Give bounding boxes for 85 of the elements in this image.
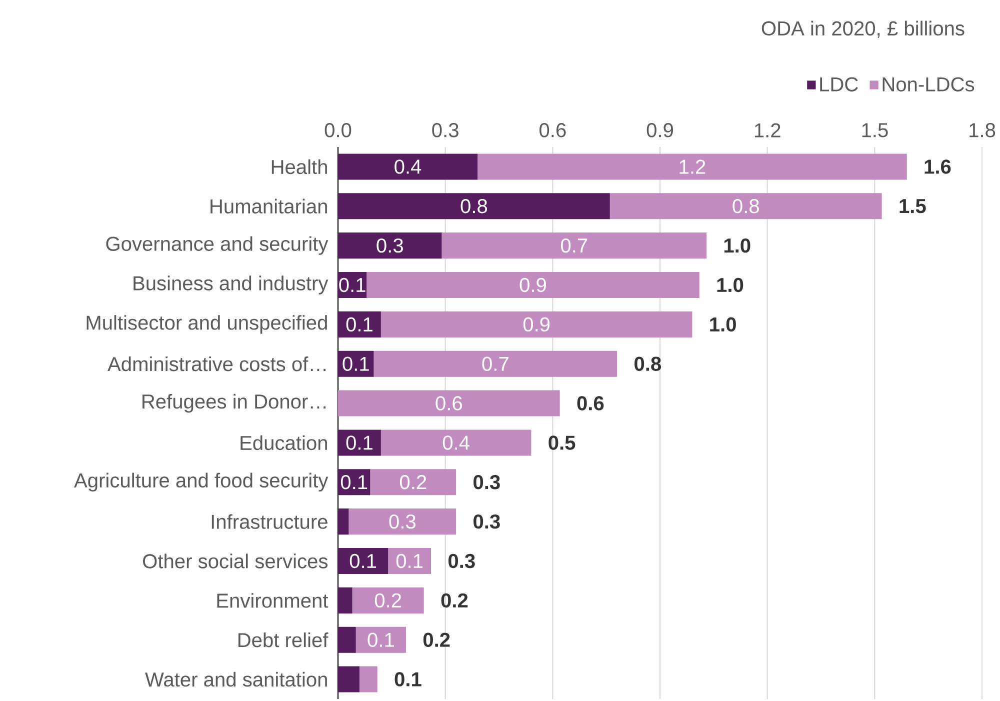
- data-label: 0.8: [732, 199, 759, 214]
- bar: [338, 508, 349, 535]
- y-tick-label: Education: [240, 435, 327, 450]
- data-label: 0.7: [560, 238, 588, 253]
- data-label: 0.1: [340, 475, 368, 490]
- bar: [348, 508, 456, 535]
- bar: [338, 430, 381, 456]
- total-label: 0.3: [474, 514, 500, 529]
- bar: [338, 390, 560, 416]
- data-label: 0.1: [396, 554, 423, 568]
- x-tick-label: 1.2: [754, 123, 780, 138]
- y-tick-label: Other social services: [143, 554, 328, 568]
- total-label: 0.8: [634, 356, 662, 371]
- data-label: 0.6: [436, 396, 462, 410]
- data-label: 0.8: [460, 199, 488, 214]
- y-tick-label: Infrastructure: [212, 514, 328, 529]
- y-tick-label: Health: [272, 159, 327, 174]
- bar: [338, 626, 356, 653]
- data-label: 0.9: [520, 278, 546, 292]
- total-label: 1.0: [710, 317, 736, 332]
- total-label: 0.3: [448, 554, 475, 568]
- data-label: 0.3: [389, 514, 416, 529]
- bar: [366, 272, 700, 298]
- total-label: 0.1: [394, 672, 422, 686]
- bar: [478, 154, 907, 180]
- data-label: 0.1: [342, 356, 369, 371]
- bar: [442, 232, 707, 259]
- total-label: 0.2: [441, 593, 468, 608]
- data-label: 0.7: [482, 356, 508, 371]
- y-tick-label: Humanitarian: [210, 198, 327, 214]
- bar: [338, 232, 442, 259]
- bar: [356, 626, 406, 653]
- x-tick-label: 1.8: [970, 123, 996, 138]
- total-label: 0.5: [548, 436, 576, 450]
- bar: [338, 548, 388, 574]
- data-label: 0.1: [368, 632, 394, 647]
- bar: [338, 193, 610, 220]
- data-label: 0.1: [339, 278, 366, 292]
- bar: [380, 430, 532, 456]
- legend-label: LDC: [820, 77, 858, 92]
- y-tick-label: Governance and security: [106, 236, 328, 255]
- bar: [388, 548, 432, 574]
- data-label: 0.2: [400, 475, 426, 490]
- legend-label: Non-LDCs: [882, 77, 974, 92]
- bar: [338, 311, 381, 338]
- y-tick-label: Environment: [217, 593, 328, 608]
- y-tick-label: Refugees in Donor…: [142, 394, 326, 413]
- x-tick-label: 1.5: [862, 123, 888, 138]
- bar: [338, 666, 360, 692]
- bar: [359, 666, 378, 692]
- x-tick-label: 0.3: [432, 123, 458, 138]
- y-tick-label: Multisector and unspecified: [86, 315, 327, 334]
- data-label: 0.1: [346, 436, 372, 450]
- data-label: 0.1: [350, 554, 376, 568]
- total-label: 1.0: [717, 278, 744, 292]
- total-label: 1.6: [924, 160, 951, 174]
- bar: [370, 469, 456, 496]
- data-label: 0.4: [442, 436, 470, 450]
- data-label: 0.3: [376, 238, 403, 253]
- x-tick-label: 0.9: [646, 123, 674, 138]
- data-label: 0.9: [523, 317, 550, 332]
- y-tick-label: Agriculture and food security: [74, 472, 328, 492]
- total-label: 1.5: [900, 199, 926, 214]
- bar: [380, 311, 692, 338]
- y-tick-label: Debt relief: [238, 632, 328, 648]
- bar: [610, 193, 882, 220]
- data-label: 0.1: [346, 317, 372, 332]
- bar: [352, 587, 424, 614]
- x-tick-label: 0.0: [324, 123, 352, 138]
- y-tick-label: Administrative costs of…: [108, 356, 326, 372]
- bar: [374, 350, 618, 377]
- y-tick-label: Water and sanitation: [145, 672, 327, 687]
- total-label: 0.3: [474, 475, 500, 490]
- bar: [338, 350, 374, 377]
- bar: [338, 587, 352, 614]
- x-tick-label: 0.6: [540, 123, 566, 138]
- total-label: 0.2: [423, 632, 450, 647]
- total-label: 1.0: [724, 238, 750, 253]
- y-tick-label: Business and industry: [134, 276, 328, 294]
- bar: [338, 154, 478, 180]
- data-label: 0.2: [374, 593, 402, 608]
- chart-title: ODA in 2020, £ billions: [762, 20, 964, 38]
- data-label: 0.4: [394, 160, 422, 174]
- data-label: 1.2: [680, 160, 706, 174]
- total-label: 0.6: [577, 396, 604, 410]
